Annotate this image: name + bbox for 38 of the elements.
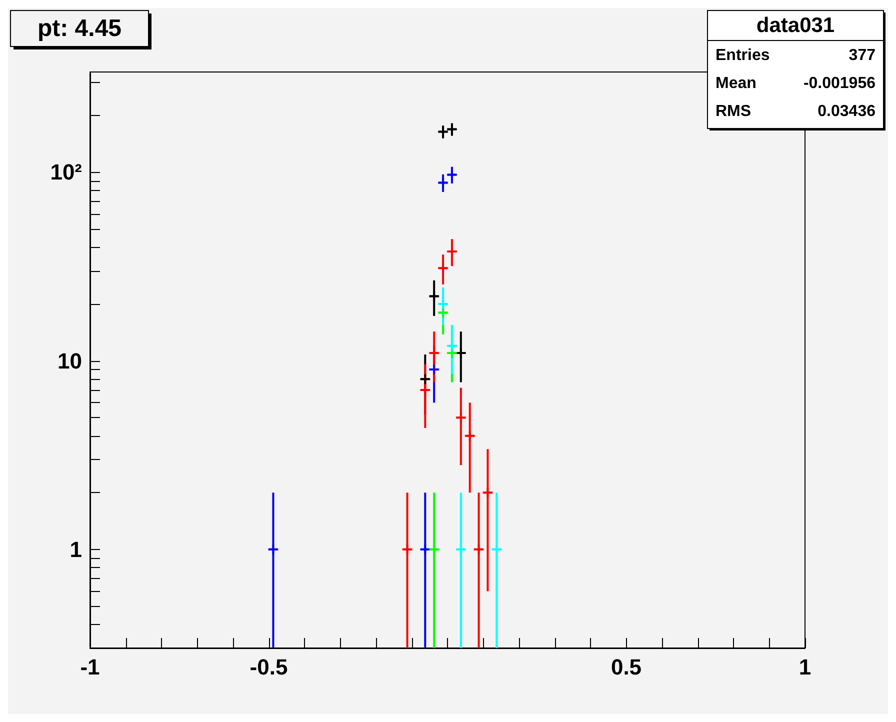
point [268,544,278,554]
y-tick-label: 1 [70,536,82,562]
annotation: -0.001956 [803,75,876,92]
text: 0.03436 [818,103,876,120]
point [482,488,493,498]
chart-title: pt: 4.45 [37,15,122,42]
point [420,385,430,396]
point [420,544,430,554]
y-tick-label: 10² [50,160,82,185]
text: data031 [756,14,835,37]
annotation: RMS [716,103,752,120]
text: Entries [716,47,770,64]
annotation: Mean [716,75,756,92]
point [446,246,457,256]
x-tick-label: -0.5 [250,654,288,680]
point [420,374,430,384]
point [429,291,440,302]
point [438,263,448,274]
point [438,308,448,318]
y-tick-label: 10 [58,348,82,374]
point [456,544,466,554]
x-tick-label: -1 [80,654,100,680]
point [429,364,440,374]
point [456,348,466,358]
point [464,430,475,441]
text: 377 [848,47,876,64]
point [429,348,440,358]
x-tick-label: 0.5 [610,654,642,680]
point [402,544,412,554]
point [446,170,457,180]
point [474,544,484,554]
point [438,178,448,188]
point [456,412,466,423]
point [492,544,502,554]
point [429,544,440,554]
x-tick-label: 1 [798,654,812,680]
point [446,340,457,351]
point [438,299,448,310]
